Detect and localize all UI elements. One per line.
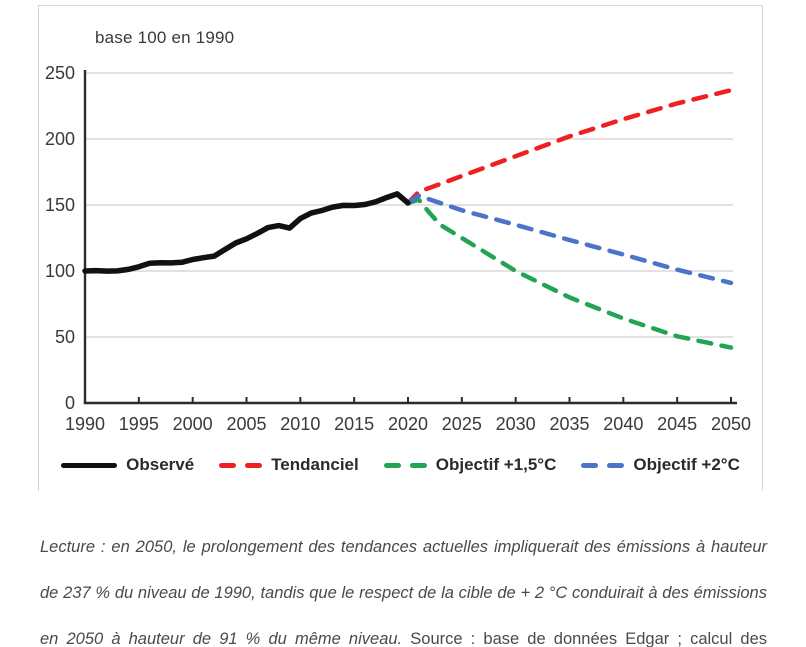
svg-text:0: 0 <box>65 393 75 413</box>
legend-label: Tendanciel <box>271 455 359 474</box>
legend-item-tendanciel: Tendanciel <box>219 455 359 475</box>
figure-caption: Lecture : en 2050, le prolongement des t… <box>40 524 767 647</box>
svg-text:2010: 2010 <box>280 414 320 434</box>
legend-label: Observé <box>126 455 195 474</box>
dash-segment <box>245 462 263 468</box>
svg-text:100: 100 <box>45 261 75 281</box>
svg-text:1995: 1995 <box>119 414 159 434</box>
legend-label: Objectif +1,5°C <box>435 455 557 474</box>
svg-text:2040: 2040 <box>603 414 643 434</box>
dash-segment <box>409 462 427 468</box>
svg-text:150: 150 <box>45 195 75 215</box>
line-chart: 1990 1995 2000 2005 2010 2015 2020 2025 2030 2035… <box>45 63 751 434</box>
solid-line-swatch <box>61 462 118 468</box>
emissions-chart-figure: base 100 en 1990 1990 1995 2000 2005 2010 201… <box>38 5 763 491</box>
dash-segment <box>607 462 625 468</box>
svg-text:2020: 2020 <box>388 414 428 434</box>
svg-text:2005: 2005 <box>226 414 266 434</box>
dash-segment <box>581 462 599 468</box>
caption-lecture-text: Lecture : en 2050, le prolongement des t… <box>40 538 767 647</box>
caption-source-text: Source : base de données Edgar ; calcul … <box>410 630 768 647</box>
dashed-line-swatch <box>219 462 263 468</box>
dashed-line-swatch <box>383 462 427 468</box>
legend-label: Objectif +2°C <box>633 455 740 474</box>
svg-text:2045: 2045 <box>657 414 697 434</box>
dashed-line-swatch <box>581 462 625 468</box>
svg-text:2035: 2035 <box>549 414 589 434</box>
svg-text:2025: 2025 <box>442 414 482 434</box>
dash-segment <box>383 462 401 468</box>
svg-text:50: 50 <box>55 327 75 347</box>
legend-item-objectif-1-5: Objectif +1,5°C <box>383 455 557 475</box>
axis-unit-note: base 100 en 1990 <box>95 28 235 47</box>
svg-text:2000: 2000 <box>173 414 213 434</box>
dash-segment <box>219 462 237 468</box>
chart-legend: Observé Tendanciel Objectif +1,5°C Objec… <box>39 450 762 480</box>
svg-text:2015: 2015 <box>334 414 374 434</box>
svg-text:2050: 2050 <box>711 414 751 434</box>
svg-text:200: 200 <box>45 129 75 149</box>
svg-text:2030: 2030 <box>496 414 536 434</box>
legend-item-observe: Observé <box>61 455 194 475</box>
svg-text:250: 250 <box>45 63 75 83</box>
legend-item-objectif-2: Objectif +2°C <box>581 455 740 475</box>
svg-text:1990: 1990 <box>65 414 105 434</box>
